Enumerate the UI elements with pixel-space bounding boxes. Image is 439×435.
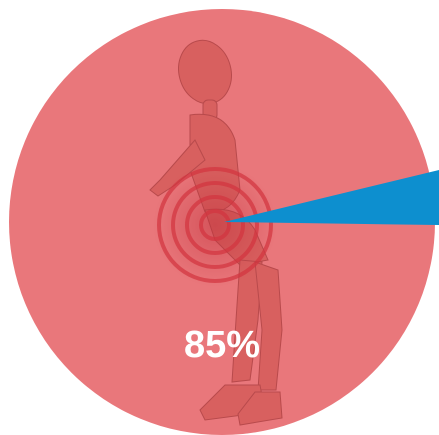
pointer-wedge: [224, 170, 439, 225]
value-label: 85%: [184, 324, 260, 366]
figure: [149, 39, 283, 426]
